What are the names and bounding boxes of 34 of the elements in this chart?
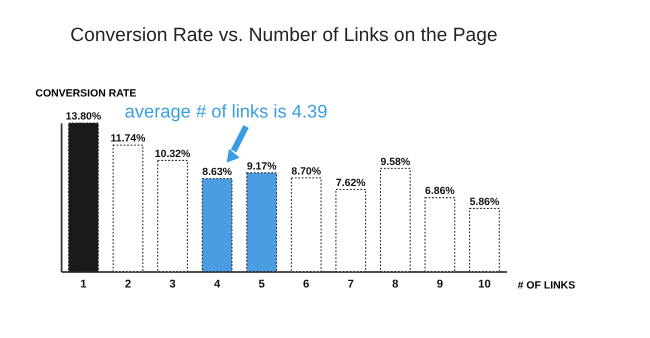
bar (335, 188, 366, 272)
bar (157, 160, 188, 272)
bar (202, 178, 232, 272)
y-axis-title: CONVERSION RATE (35, 88, 136, 100)
x-tick-label: 5 (258, 278, 265, 291)
bar (469, 208, 500, 272)
x-tick-label: 3 (169, 278, 176, 291)
text: average # of links is 4.39 (124, 100, 328, 122)
x-tick-label: 8 (392, 278, 398, 291)
x-tick-label: 2 (124, 278, 132, 291)
bar (246, 172, 278, 272)
data-label: 7.62% (336, 178, 366, 190)
x-tick-label: 4 (214, 278, 221, 291)
x-tick-label: 9 (436, 278, 444, 291)
bar (380, 168, 411, 272)
bar (424, 197, 456, 272)
data-label: 13.80% (66, 111, 102, 122)
data-label: 8.63% (202, 167, 233, 178)
data-label: 9.58% (380, 156, 411, 168)
x-tick-label: 6 (303, 278, 310, 291)
x-axis-title: # OF LINKS (518, 280, 576, 292)
bar (112, 144, 144, 272)
bar (68, 122, 99, 272)
data-label: 10.32% (154, 148, 191, 160)
data-label: 6.86% (425, 186, 456, 198)
data-label: 8.70% (291, 166, 322, 178)
x-tick-label: 7 (348, 278, 354, 291)
data-label: 11.74% (110, 134, 146, 145)
chart-title: Conversion Rate vs. Number of Links on the Page (70, 24, 498, 46)
data-label: 5.86% (470, 196, 500, 208)
x-tick-label: 10 (478, 278, 491, 291)
x-tick-label: 1 (80, 278, 87, 291)
bar (290, 177, 322, 272)
data-label: 9.17% (246, 161, 278, 172)
